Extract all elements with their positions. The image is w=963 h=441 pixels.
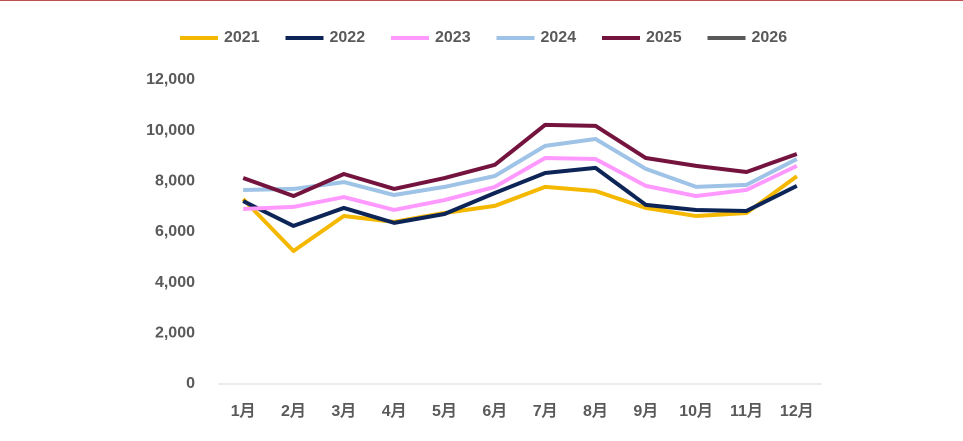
x-tick-label: 10月 (679, 402, 713, 420)
y-tick-label: 8,000 (155, 173, 195, 190)
legend-label: 2021 (224, 29, 260, 46)
x-tick-label: 5月 (432, 402, 457, 420)
legend-label: 2026 (752, 29, 788, 46)
series-line (243, 137, 798, 198)
series-line (241, 174, 799, 253)
x-tick-label: 1月 (231, 402, 256, 420)
series-line (243, 156, 798, 212)
x-tick-label: 6月 (482, 402, 507, 420)
y-tick-label: 10,000 (146, 122, 195, 139)
y-tick-label: 0 (186, 375, 195, 392)
legend-label: 2022 (330, 29, 366, 46)
y-tick-label: 4,000 (155, 274, 195, 291)
y-tick-label: 12,000 (146, 71, 195, 88)
legend-label: 2023 (435, 29, 471, 46)
x-tick-label: 2月 (281, 402, 306, 420)
y-tick-label: 6,000 (155, 223, 195, 240)
x-tick-label: 7月 (533, 402, 558, 420)
x-tick-label: 12月 (780, 402, 814, 420)
legend-label: 2025 (646, 29, 682, 46)
x-tick-label: 8月 (583, 402, 608, 420)
legend-label: 2024 (541, 29, 577, 46)
series-line (242, 122, 798, 199)
x-tick-label: 9月 (633, 402, 658, 420)
x-tick-label: 11月 (730, 402, 763, 420)
y-tick-label: 2,000 (155, 325, 195, 342)
x-tick-label: 4月 (382, 402, 407, 420)
series-line (242, 165, 798, 228)
x-tick-label: 3月 (331, 402, 356, 420)
